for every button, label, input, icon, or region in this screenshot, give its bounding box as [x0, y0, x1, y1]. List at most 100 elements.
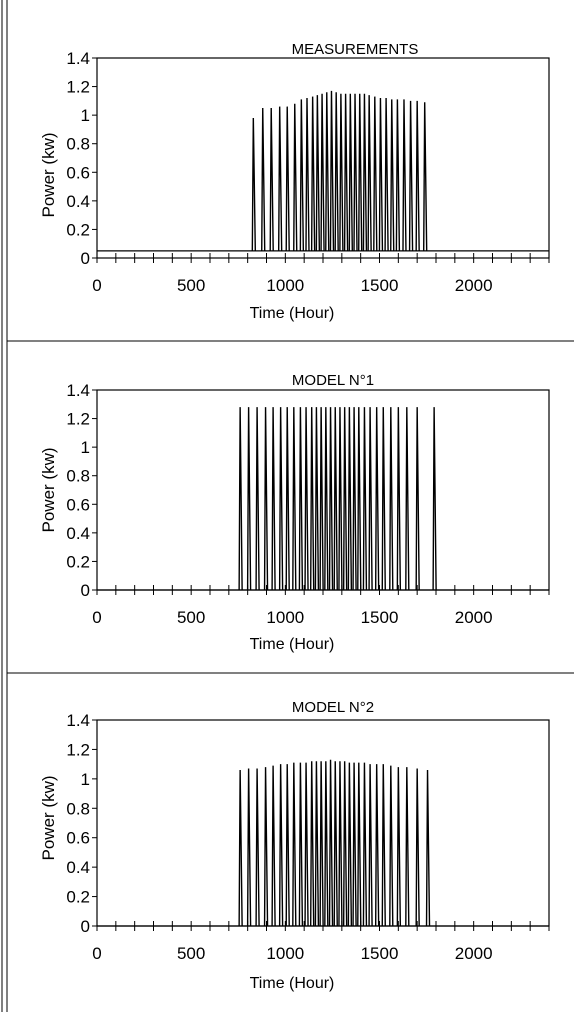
- power-peak: [278, 764, 284, 927]
- power-peak: [358, 93, 363, 251]
- power-peak: [310, 407, 315, 591]
- power-peak: [381, 407, 386, 591]
- power-peak: [408, 100, 414, 251]
- x-tick-label: 500: [177, 944, 205, 963]
- x-tick-label: 500: [177, 276, 205, 295]
- x-tick-label: 1000: [266, 608, 304, 627]
- x-tick-label: 500: [177, 608, 205, 627]
- power-peak: [277, 106, 283, 251]
- power-peak: [347, 407, 353, 591]
- power-peak: [293, 103, 298, 251]
- power-peak: [342, 761, 348, 927]
- power-peak: [314, 407, 320, 591]
- power-peak: [396, 407, 402, 591]
- power-peak: [319, 407, 324, 591]
- y-tick-label: 1: [81, 438, 90, 457]
- x-axis-label: Time (Hour): [250, 975, 335, 992]
- power-peak: [384, 97, 389, 251]
- y-tick-label: 0.6: [66, 495, 90, 514]
- power-peak: [395, 99, 401, 251]
- power-peak: [333, 407, 338, 591]
- y-tick-label: 1: [81, 770, 90, 789]
- power-peak: [271, 765, 276, 927]
- y-tick-label: 0.8: [66, 135, 90, 154]
- power-peak: [325, 92, 330, 251]
- power-peak: [415, 407, 420, 591]
- power-peak: [263, 767, 269, 927]
- chart-panel-model-1: MODEL N°1 0 0.2 0.4 0.6 0.8 1 1.2 1.4 0 500 1000 15…: [39, 372, 550, 653]
- power-peak: [285, 764, 290, 927]
- chart-title: MODEL N°1: [292, 372, 374, 389]
- power-peak: [324, 761, 329, 927]
- x-tick-label: 1500: [361, 276, 399, 295]
- power-peak: [362, 762, 368, 927]
- y-tick-label: 0.4: [66, 524, 90, 543]
- power-peak: [328, 407, 334, 591]
- power-peak: [347, 762, 353, 927]
- power-peak: [263, 407, 269, 591]
- power-peak: [285, 407, 290, 591]
- power-peak: [352, 762, 357, 927]
- axes: 0 0.2 0.4 0.6 0.8 1 1.2 1.4 0 500 1000 1500 2000: [66, 49, 550, 295]
- power-peak: [368, 407, 373, 591]
- y-tick-label: 0.8: [66, 467, 90, 486]
- x-tick-label: 2000: [455, 276, 493, 295]
- x-tick-label: 2000: [455, 944, 493, 963]
- power-peak: [319, 761, 324, 927]
- chart-panel-model-2: MODEL N°2 0 0.2 0.4 0.6 0.8 1 1.2 1.4 0 500 1000 15…: [39, 699, 550, 992]
- power-peak: [368, 764, 373, 927]
- power-peak: [315, 95, 321, 251]
- power-peak: [292, 407, 297, 591]
- y-tick-label: 0.2: [66, 888, 90, 907]
- power-peak: [357, 762, 362, 927]
- power-peak: [278, 407, 284, 591]
- power-peak: [402, 99, 407, 251]
- power-peak: [432, 407, 437, 591]
- y-tick-label: 0: [81, 581, 90, 600]
- power-peak: [324, 407, 329, 591]
- power-peak: [415, 100, 420, 251]
- power-peak: [389, 765, 394, 927]
- power-peak: [334, 92, 339, 251]
- power-peak: [378, 97, 384, 251]
- power-peak: [396, 767, 402, 927]
- x-tick-label: 2000: [455, 608, 493, 627]
- power-peak: [357, 407, 362, 591]
- x-tick-label: 1500: [361, 608, 399, 627]
- y-axis-label: Power (kw): [39, 132, 58, 217]
- x-axis-label: Time (Hour): [250, 636, 335, 653]
- power-peak: [348, 93, 354, 251]
- power-peak: [246, 768, 252, 927]
- power-peak: [353, 93, 358, 251]
- x-tick-label: 0: [92, 608, 101, 627]
- power-peak: [405, 407, 410, 591]
- power-peak: [329, 90, 335, 251]
- power-peak: [338, 407, 343, 591]
- x-tick-label: 1000: [266, 276, 304, 295]
- power-peak: [285, 106, 290, 251]
- y-tick-label: 0.2: [66, 552, 90, 571]
- power-peak: [298, 407, 304, 591]
- power-peak: [362, 407, 368, 591]
- power-peak: [339, 93, 344, 251]
- power-peak: [304, 407, 309, 591]
- y-tick-label: 0.6: [66, 163, 90, 182]
- power-peak: [390, 99, 395, 251]
- y-tick-label: 0.8: [66, 799, 90, 818]
- y-tick-label: 1.2: [66, 740, 90, 759]
- power-peak: [381, 764, 386, 927]
- power-peak: [310, 96, 316, 251]
- x-tick-label: 1500: [361, 944, 399, 963]
- x-tick-label: 1000: [266, 944, 304, 963]
- x-tick-label: 0: [92, 944, 101, 963]
- y-tick-label: 1: [81, 106, 90, 125]
- power-peak: [352, 407, 357, 591]
- power-peak: [238, 770, 243, 927]
- power-peak: [299, 99, 305, 251]
- power-peak: [298, 762, 304, 927]
- power-peak: [251, 117, 257, 251]
- power-peak: [374, 764, 380, 927]
- power-peak: [238, 407, 243, 591]
